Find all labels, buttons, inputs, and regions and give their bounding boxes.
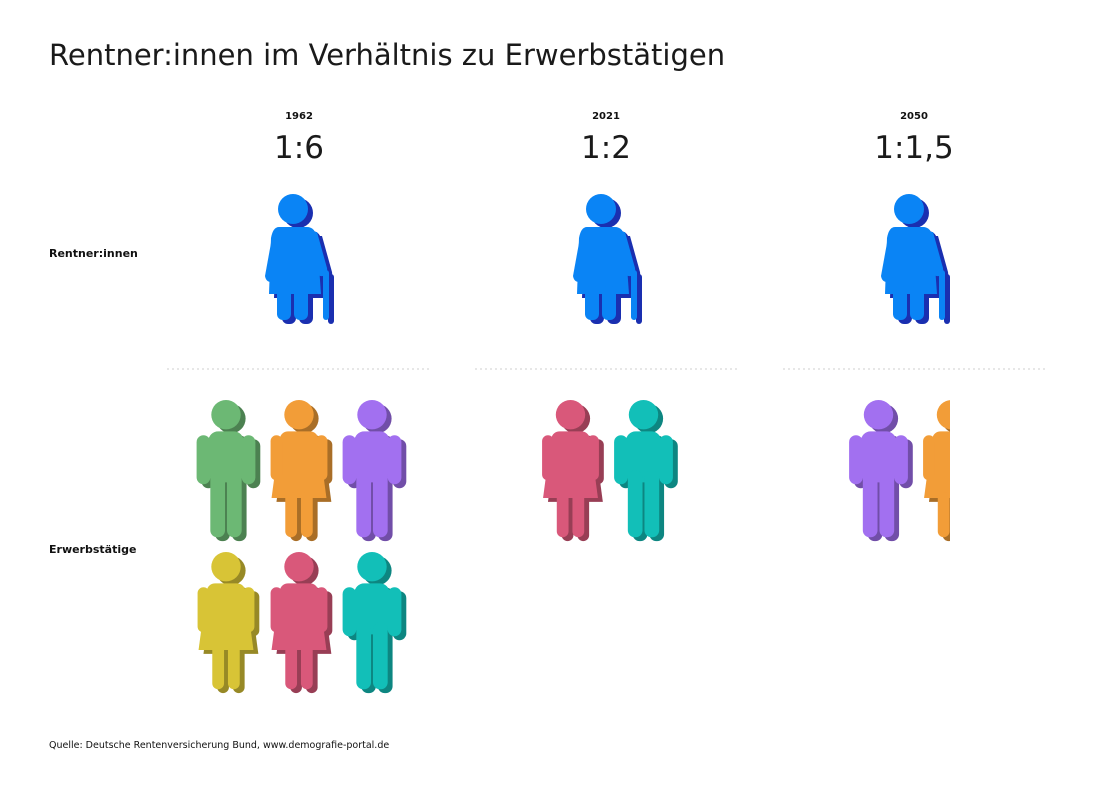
worker-figure-1962-3	[342, 400, 407, 542]
retiree-figure-2021	[573, 194, 642, 324]
retiree-figure-2050	[881, 194, 950, 324]
ratio-label-2021: 1:2	[581, 130, 631, 166]
worker-figures	[196, 400, 950, 694]
row-label-retirees: Rentner:innen	[49, 247, 138, 260]
worker-figure-2021-2	[614, 400, 678, 542]
worker-figure-2050-1	[849, 400, 913, 542]
worker-figure-1962-1	[196, 400, 261, 542]
worker-figure-2050-2	[923, 400, 950, 542]
ratio-label-2050: 1:1,5	[874, 130, 954, 166]
ratio-label-1962: 1:6	[274, 130, 324, 166]
year-label-2021: 2021	[592, 111, 620, 122]
worker-figure-1962-2	[270, 400, 333, 542]
worker-figure-1962-6	[342, 552, 407, 694]
row-label-workers: Erwerbstätige	[49, 543, 137, 556]
worker-figure-2021-1	[542, 400, 604, 542]
worker-figure-1962-4	[197, 552, 260, 694]
worker-figure-1962-5	[270, 552, 333, 694]
source-note: Quelle: Deutsche Rentenversicherung Bund…	[49, 740, 390, 751]
retiree-figure-1962	[265, 194, 334, 324]
chart-title: Rentner:innen im Verhältnis zu Erwerbstä…	[49, 38, 726, 72]
year-label-2050: 2050	[900, 111, 928, 122]
retiree-figures	[265, 194, 950, 324]
year-label-1962: 1962	[285, 111, 313, 122]
